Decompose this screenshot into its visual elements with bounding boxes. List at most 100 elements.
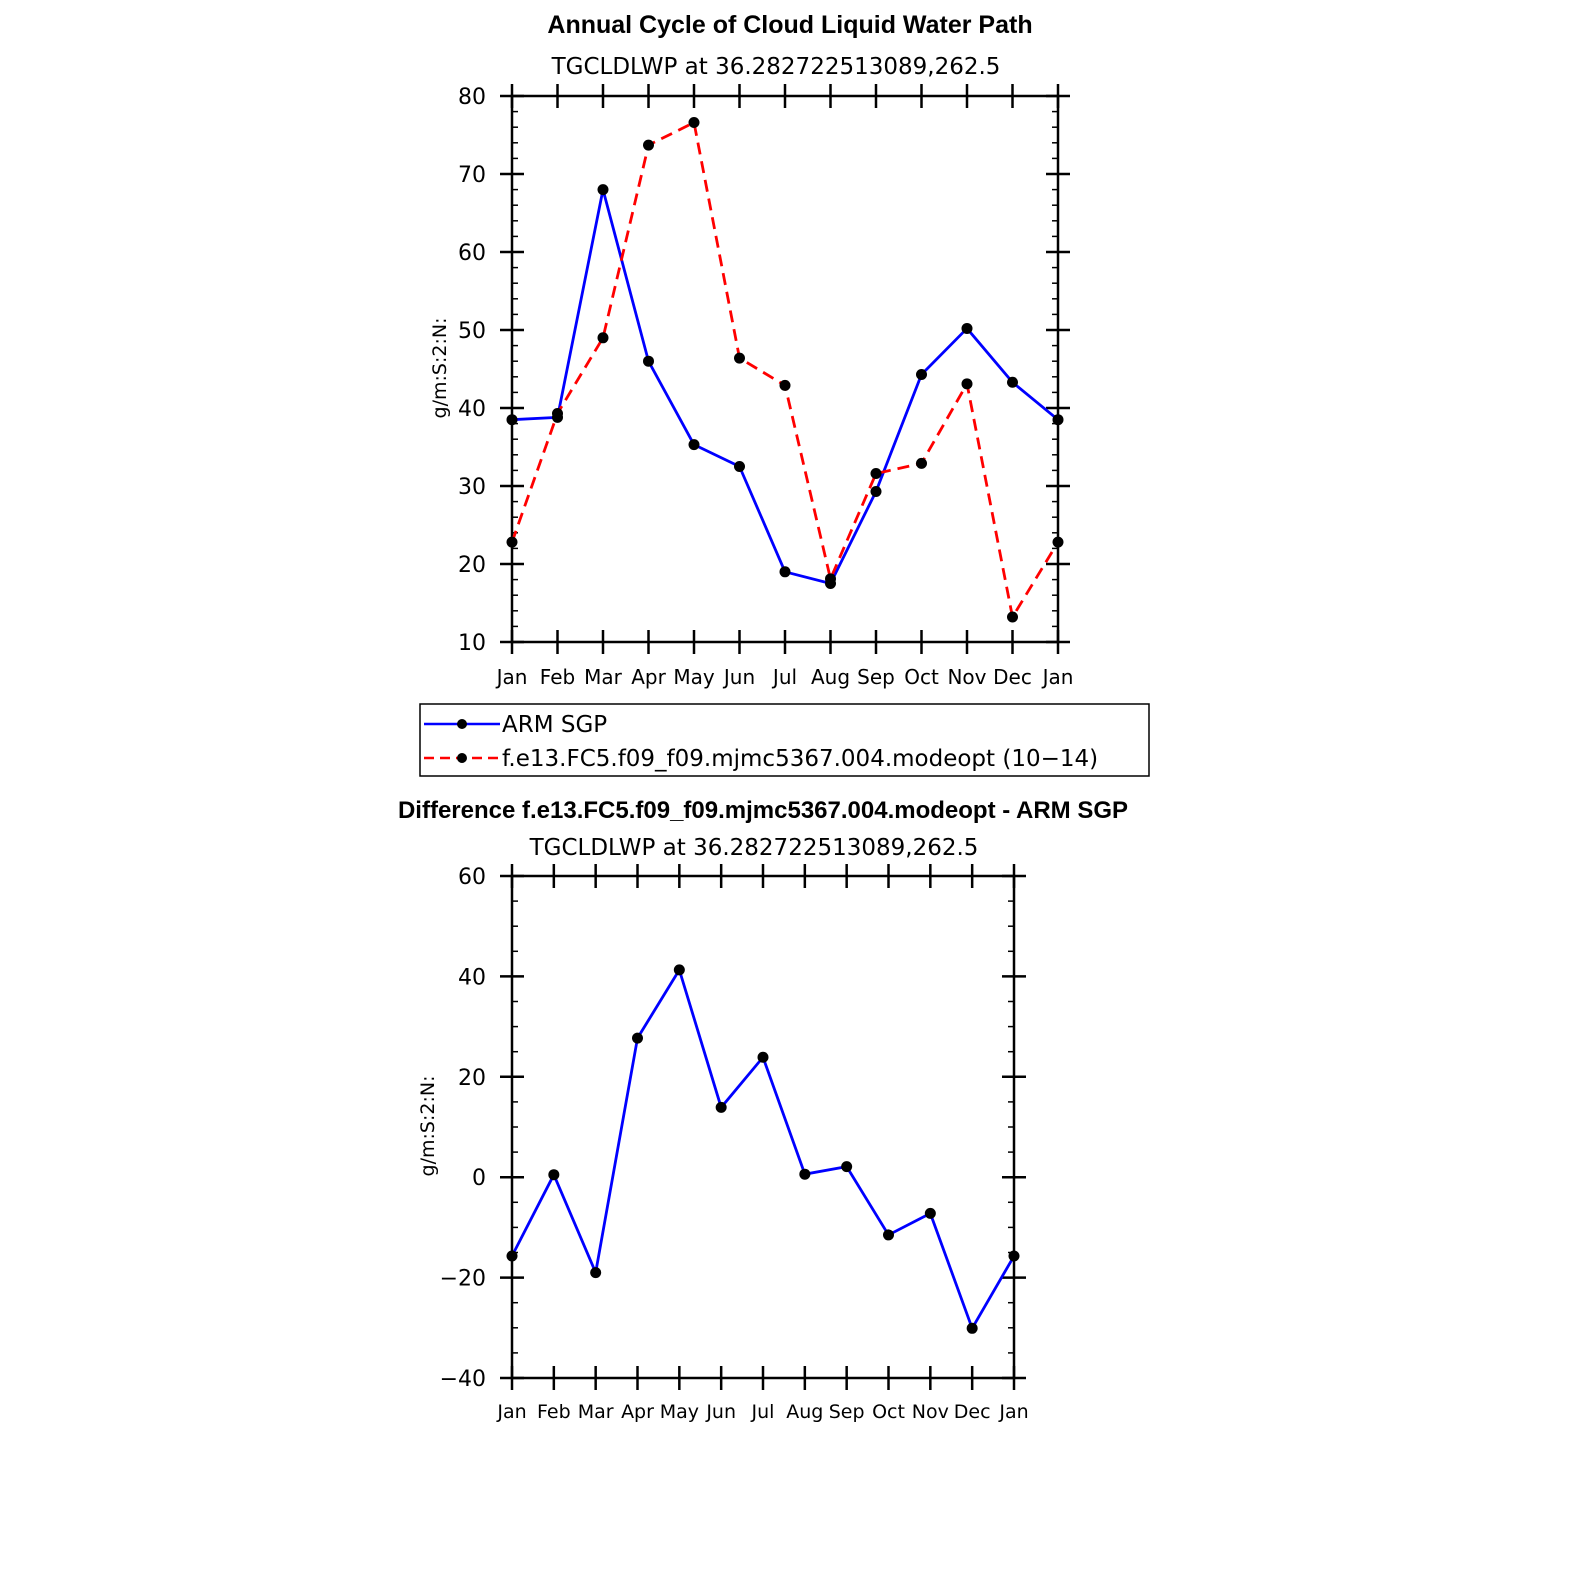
data-point-f-e13-fc5-f09-f09-mjmc5367-004-modeopt-10-14-6: [779, 379, 791, 391]
y-tick-label: 60: [458, 865, 486, 890]
data-point-f-e13-fc5-f09-f09-mjmc5367-004-modeopt-10-14-10: [961, 378, 973, 390]
x-tick-label-mar: Mar: [584, 665, 623, 689]
legend-label-arm-sgp: ARM SGP: [502, 712, 607, 738]
data-point-arm-sgp-9: [916, 368, 927, 380]
data-point-f-e13-fc5-f09-f09-mjmc5367-004-modeopt-10-14-1: [552, 407, 563, 419]
y-tick-label: 50: [458, 319, 486, 344]
y-axis-label: g/m:S:2:N:: [417, 1076, 439, 1177]
series-markers: [506, 117, 1064, 623]
x-tick-label-nov: Nov: [912, 1401, 949, 1423]
x-tick-label-jul: Jul: [771, 665, 797, 689]
data-point-f-e13-fc5-f09-f09-mjmc5367-004-modeopt-10-14-3: [643, 139, 654, 151]
x-tick-label-may: May: [660, 1401, 699, 1423]
data-point-f-e13-fc5-f09-f09-mjmc5367-004-modeopt-10-14-2: [597, 332, 609, 344]
x-tick-label-sep: Sep: [857, 665, 895, 689]
data-point-arm-sgp-4: [688, 439, 700, 451]
x-tick-label-jan: Jan: [998, 1401, 1028, 1423]
data-point-difference-3: [632, 1032, 643, 1044]
data-point-difference-1: [548, 1169, 560, 1181]
x-tick-label-jul: Jul: [751, 1401, 775, 1423]
x-tick-label-jun: Jun: [722, 665, 755, 689]
series-line-difference: [510, 968, 1016, 1330]
data-point-f-e13-fc5-f09-f09-mjmc5367-004-modeopt-10-14-11: [1007, 611, 1018, 623]
chart-title: Annual Cycle of Cloud Liquid Water Path: [547, 11, 1032, 39]
y-tick-labels: −40 −20 0 20 40 60: [440, 865, 486, 1392]
data-point-arm-sgp-3: [643, 355, 654, 367]
legend-box: [419, 703, 1150, 777]
data-point-arm-sgp-12: [1052, 414, 1064, 426]
y-axis-label: g/m:S:2:N:: [429, 318, 451, 419]
data-point-f-e13-fc5-f09-f09-mjmc5367-004-modeopt-10-14-8: [870, 468, 882, 480]
y-tick-labels: 10 20 30 40 50 60 70 80: [458, 85, 486, 656]
legend-label-model: f.e13.FC5.f09_f09.mjmc5367.004.modeopt (…: [502, 746, 1098, 772]
y-tick-label: 40: [458, 397, 486, 422]
data-point-difference-6: [757, 1051, 769, 1063]
y-tick-label: −40: [440, 1367, 486, 1392]
x-tick-labels: Jan Feb Mar Apr May Jun Jul Aug Sep Oct Nov Dec Jan: [496, 1401, 1028, 1423]
axis-ticks: [500, 84, 1070, 654]
y-tick-label: 0: [472, 1166, 486, 1191]
x-tick-label-apr: Apr: [631, 665, 666, 689]
y-tick-label: −20: [440, 1267, 486, 1292]
data-point-difference-10: [924, 1207, 936, 1219]
x-tick-label-aug: Aug: [811, 665, 850, 689]
data-point-difference-2: [590, 1267, 602, 1279]
x-tick-label-jan: Jan: [495, 665, 528, 689]
x-tick-label-aug: Aug: [786, 1401, 823, 1423]
legend-marker-arm-sgp: [457, 719, 467, 729]
y-tick-label: 60: [458, 241, 486, 266]
data-point-difference-8: [841, 1161, 853, 1173]
chart-subtitle: TGCLDLWP at 36.282722513089,262.5: [529, 835, 979, 861]
x-tick-label-nov: Nov: [947, 665, 986, 689]
data-point-difference-7: [799, 1168, 811, 1180]
series-markers: [506, 964, 1020, 1334]
plot-frame: [510, 874, 1016, 1380]
data-point-difference-9: [883, 1229, 894, 1241]
data-point-f-e13-fc5-f09-f09-mjmc5367-004-modeopt-10-14-0: [506, 536, 518, 548]
y-tick-label: 20: [458, 553, 486, 578]
y-tick-label: 80: [458, 85, 486, 110]
x-tick-label-dec: Dec: [993, 665, 1032, 689]
legend-marker-model: [457, 753, 467, 763]
data-point-f-e13-fc5-f09-f09-mjmc5367-004-modeopt-10-14-4: [688, 117, 700, 129]
data-point-arm-sgp-5: [734, 461, 745, 472]
x-tick-label-apr: Apr: [621, 1401, 654, 1423]
data-point-arm-sgp-2: [597, 184, 609, 196]
x-tick-label-feb: Feb: [540, 665, 575, 689]
x-tick-labels: Jan Feb Mar Apr May Jun Jul Aug Sep Oct Nov Dec Jan: [495, 665, 1074, 689]
data-point-f-e13-fc5-f09-f09-mjmc5367-004-modeopt-10-14-9: [916, 457, 927, 469]
y-tick-label: 20: [458, 1066, 486, 1091]
x-tick-label-feb: Feb: [537, 1401, 571, 1423]
x-tick-label-sep: Sep: [829, 1401, 865, 1423]
data-point-difference-0: [506, 1250, 518, 1262]
legend: ARM SGP f.e13.FC5.f09_f09.mjmc5367.004.m…: [419, 703, 1150, 777]
x-tick-label-dec: Dec: [954, 1401, 991, 1423]
data-point-f-e13-fc5-f09-f09-mjmc5367-004-modeopt-10-14-12: [1052, 536, 1064, 548]
data-point-arm-sgp-6: [779, 566, 791, 578]
data-point-f-e13-fc5-f09-f09-mjmc5367-004-modeopt-10-14-5: [734, 352, 745, 364]
data-point-difference-4: [673, 964, 685, 976]
chart-subtitle: TGCLDLWP at 36.282722513089,262.5: [551, 54, 1001, 80]
data-point-difference-5: [715, 1101, 727, 1113]
x-tick-label-oct: Oct: [872, 1401, 905, 1423]
data-point-difference-12: [1008, 1250, 1020, 1262]
y-tick-label: 30: [458, 475, 486, 500]
x-tick-label-jan: Jan: [1041, 665, 1074, 689]
x-tick-label-mar: Mar: [578, 1401, 614, 1423]
data-point-difference-11: [966, 1322, 978, 1334]
series-lines: [510, 968, 1016, 1330]
annual-cycle-chart: Annual Cycle of Cloud Liquid Water Path …: [419, 11, 1150, 777]
plot-frame: [510, 94, 1060, 644]
y-tick-label: 40: [458, 965, 486, 990]
series-line-f-e13-fc5-f09-f09-mjmc5367-004-modeopt-10-14: [510, 121, 1060, 619]
x-tick-label-oct: Oct: [904, 665, 939, 689]
data-point-arm-sgp-10: [961, 322, 973, 334]
difference-chart: Difference f.e13.FC5.f09_f09.mjmc5367.00…: [398, 797, 1128, 1423]
y-tick-label: 70: [458, 163, 486, 188]
x-tick-label-jan: Jan: [496, 1401, 526, 1423]
y-tick-label: 10: [458, 631, 486, 656]
data-point-arm-sgp-8: [870, 485, 882, 497]
chart-title: Difference f.e13.FC5.f09_f09.mjmc5367.00…: [398, 797, 1128, 824]
x-tick-label-may: May: [673, 665, 715, 689]
